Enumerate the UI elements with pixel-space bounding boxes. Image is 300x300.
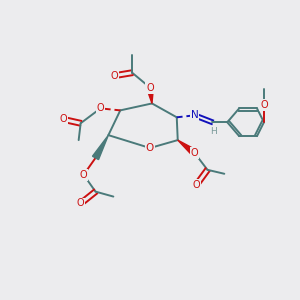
Polygon shape xyxy=(147,87,153,104)
Polygon shape xyxy=(92,135,108,160)
Text: O: O xyxy=(191,148,198,158)
Text: O: O xyxy=(110,71,118,81)
Text: O: O xyxy=(80,170,87,180)
Text: O: O xyxy=(260,100,268,110)
Text: O: O xyxy=(146,143,154,153)
Text: O: O xyxy=(193,180,200,190)
Text: N: N xyxy=(191,110,199,120)
Text: O: O xyxy=(97,103,104,113)
Text: O: O xyxy=(59,114,67,124)
Polygon shape xyxy=(178,140,197,156)
Text: H: H xyxy=(210,127,217,136)
Text: O: O xyxy=(146,82,154,93)
Text: O: O xyxy=(77,199,85,208)
